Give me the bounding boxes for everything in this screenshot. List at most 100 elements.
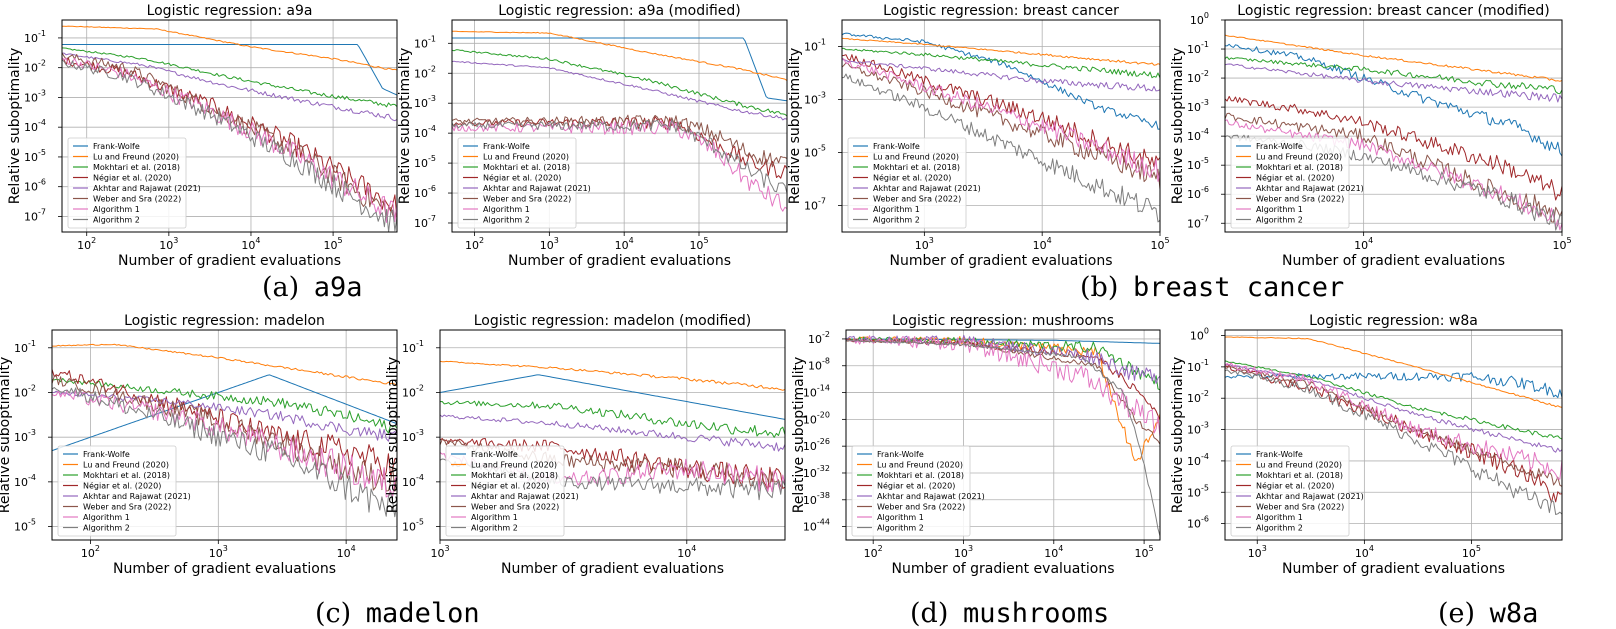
series-line-6 <box>452 114 787 168</box>
legend-label: Négiar et al. (2020) <box>471 481 549 491</box>
x-tick-label: 105 <box>1135 544 1154 560</box>
y-axis-label: Relative suboptimality <box>787 48 803 205</box>
y-tick-label: 10-2 <box>414 64 436 80</box>
legend-label: Algorithm 1 <box>83 513 130 522</box>
y-tick-base: 10 <box>414 187 428 200</box>
y-tick-base: 10 <box>414 37 428 50</box>
series-line-6 <box>62 52 397 222</box>
y-tick-exponent: -1 <box>1201 40 1209 49</box>
legend-label: Mokhtari et al. (2018) <box>483 163 570 172</box>
x-tick-exponent: 2 <box>479 236 484 245</box>
x-tick-exponent: 2 <box>91 236 96 245</box>
legend-label: Algorithm 2 <box>83 524 130 533</box>
y-tick-exponent: 0 <box>1204 327 1209 336</box>
x-tick-exponent: 3 <box>444 544 449 553</box>
series-line-3 <box>440 400 785 438</box>
legend-label: Algorithm 2 <box>93 216 140 225</box>
legend-label: Akhtar and Rajawat (2021) <box>877 492 985 501</box>
y-tick-exponent: -7 <box>38 207 46 216</box>
legend-label: Algorithm 1 <box>873 205 920 214</box>
axes-frame <box>451 19 788 233</box>
legend-label: Algorithm 1 <box>1256 205 1303 214</box>
series-group <box>52 343 397 518</box>
legend: Frank-Wolfe Lu and Freund (2020)Mokhtari … <box>67 137 201 229</box>
x-tick-label: 102 <box>465 236 484 252</box>
x-tick-exponent: 5 <box>1164 236 1169 245</box>
chart-panel-8: 103 104 10510-610-510-410-310-210-1100Logi… <box>1170 313 1563 577</box>
y-tick-label: 10-14 <box>803 384 830 400</box>
series-line-5 <box>1225 63 1562 103</box>
legend-box <box>1230 137 1350 229</box>
y-tick-base: 10 <box>24 91 38 104</box>
y-tick-label: 10-3 <box>1187 98 1209 114</box>
y-tick-base: 10 <box>24 32 38 45</box>
series-group <box>1225 34 1562 231</box>
legend-label: Algorithm 1 <box>93 205 140 214</box>
x-tick-label: 103 <box>159 236 178 252</box>
y-tick-base: 10 <box>414 127 428 140</box>
x-axis-label: Number of gradient evaluations <box>892 561 1115 577</box>
series-line-6 <box>1225 112 1562 223</box>
x-tick-exponent: 4 <box>1058 544 1063 553</box>
x-tick-exponent: 4 <box>1368 236 1373 245</box>
y-tick-exponent: -8 <box>822 357 830 366</box>
legend-box <box>457 137 577 229</box>
x-tick-label: 103 <box>540 236 559 252</box>
y-tick-exponent: -4 <box>1201 452 1209 461</box>
x-tick-label: 104 <box>1033 236 1052 252</box>
x-tick-exponent: 5 <box>1149 544 1154 553</box>
y-tick-base: 10 <box>804 41 818 54</box>
y-tick-base: 10 <box>803 521 817 534</box>
series-line-2 <box>452 30 787 82</box>
y-tick-base: 10 <box>804 147 818 160</box>
y-tick-base: 10 <box>1187 518 1201 531</box>
x-tick-exponent: 3 <box>1262 544 1267 553</box>
y-tick-label: 10-3 <box>414 94 436 110</box>
y-tick-base: 10 <box>414 67 428 80</box>
y-tick-exponent: -26 <box>817 437 830 446</box>
y-tick-exponent: -3 <box>416 428 424 437</box>
x-tick-label: 105 <box>689 236 708 252</box>
legend-label: Négiar et al. (2020) <box>873 173 951 183</box>
x-tick-label: 104 <box>1354 236 1373 252</box>
y-tick-label: 10-1 <box>24 29 46 45</box>
x-tick-base: 10 <box>465 239 479 252</box>
x-tick-exponent: 2 <box>95 544 100 553</box>
y-tick-label: 10-3 <box>402 428 424 444</box>
series-line-6 <box>842 62 1160 190</box>
series-line-2 <box>1225 336 1562 408</box>
legend-label: Lu and Freund (2020) <box>93 153 179 162</box>
y-tick-label: 10-32 <box>803 464 830 480</box>
series-line-3 <box>842 47 1160 79</box>
x-tick-exponent: 3 <box>554 236 559 245</box>
legend-label: Mokhtari et al. (2018) <box>1256 163 1343 172</box>
x-tick-base: 10 <box>1033 239 1047 252</box>
caption-b: (b) breast cancer <box>1080 272 1344 303</box>
series-line-3 <box>1225 360 1562 440</box>
y-tick-exponent: -1 <box>428 34 436 43</box>
y-tick-exponent: 0 <box>1204 11 1209 20</box>
legend-label: Négiar et al. (2020) <box>83 481 161 491</box>
y-tick-base: 10 <box>24 210 38 223</box>
legend-label: Frank-Wolfe <box>93 142 140 151</box>
x-tick-base: 10 <box>1354 239 1368 252</box>
legend-label: Mokhtari et al. (2018) <box>471 471 558 480</box>
y-tick-label: 100 <box>1190 11 1209 27</box>
series-line-5 <box>846 334 1160 384</box>
x-tick-exponent: 4 <box>1047 236 1052 245</box>
y-tick-label: 10-5 <box>1187 483 1209 499</box>
legend: Frank-Wolfe Lu and Freund (2020)Mokhtari … <box>1230 137 1364 229</box>
y-tick-base: 10 <box>24 181 38 194</box>
y-tick-label: 10-26 <box>803 437 830 453</box>
y-tick-base: 10 <box>804 94 818 107</box>
y-tick-label: 10-4 <box>402 473 424 489</box>
legend-label: Lu and Freund (2020) <box>873 153 959 162</box>
series-group <box>842 32 1160 223</box>
series-line-1 <box>452 37 787 102</box>
y-tick-exponent: -3 <box>818 91 826 100</box>
axes-frame <box>1224 19 1563 233</box>
legend-label: Mokhtari et al. (2018) <box>1256 471 1343 480</box>
y-tick-base: 10 <box>804 200 818 213</box>
